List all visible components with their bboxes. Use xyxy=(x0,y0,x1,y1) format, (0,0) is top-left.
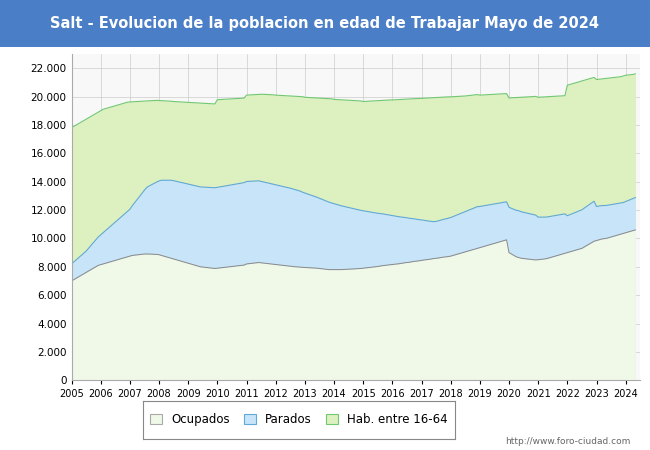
Text: Salt - Evolucion de la poblacion en edad de Trabajar Mayo de 2024: Salt - Evolucion de la poblacion en edad… xyxy=(51,16,599,31)
Legend: Ocupados, Parados, Hab. entre 16-64: Ocupados, Parados, Hab. entre 16-64 xyxy=(145,409,453,431)
Text: http://www.foro-ciudad.com: http://www.foro-ciudad.com xyxy=(505,436,630,446)
